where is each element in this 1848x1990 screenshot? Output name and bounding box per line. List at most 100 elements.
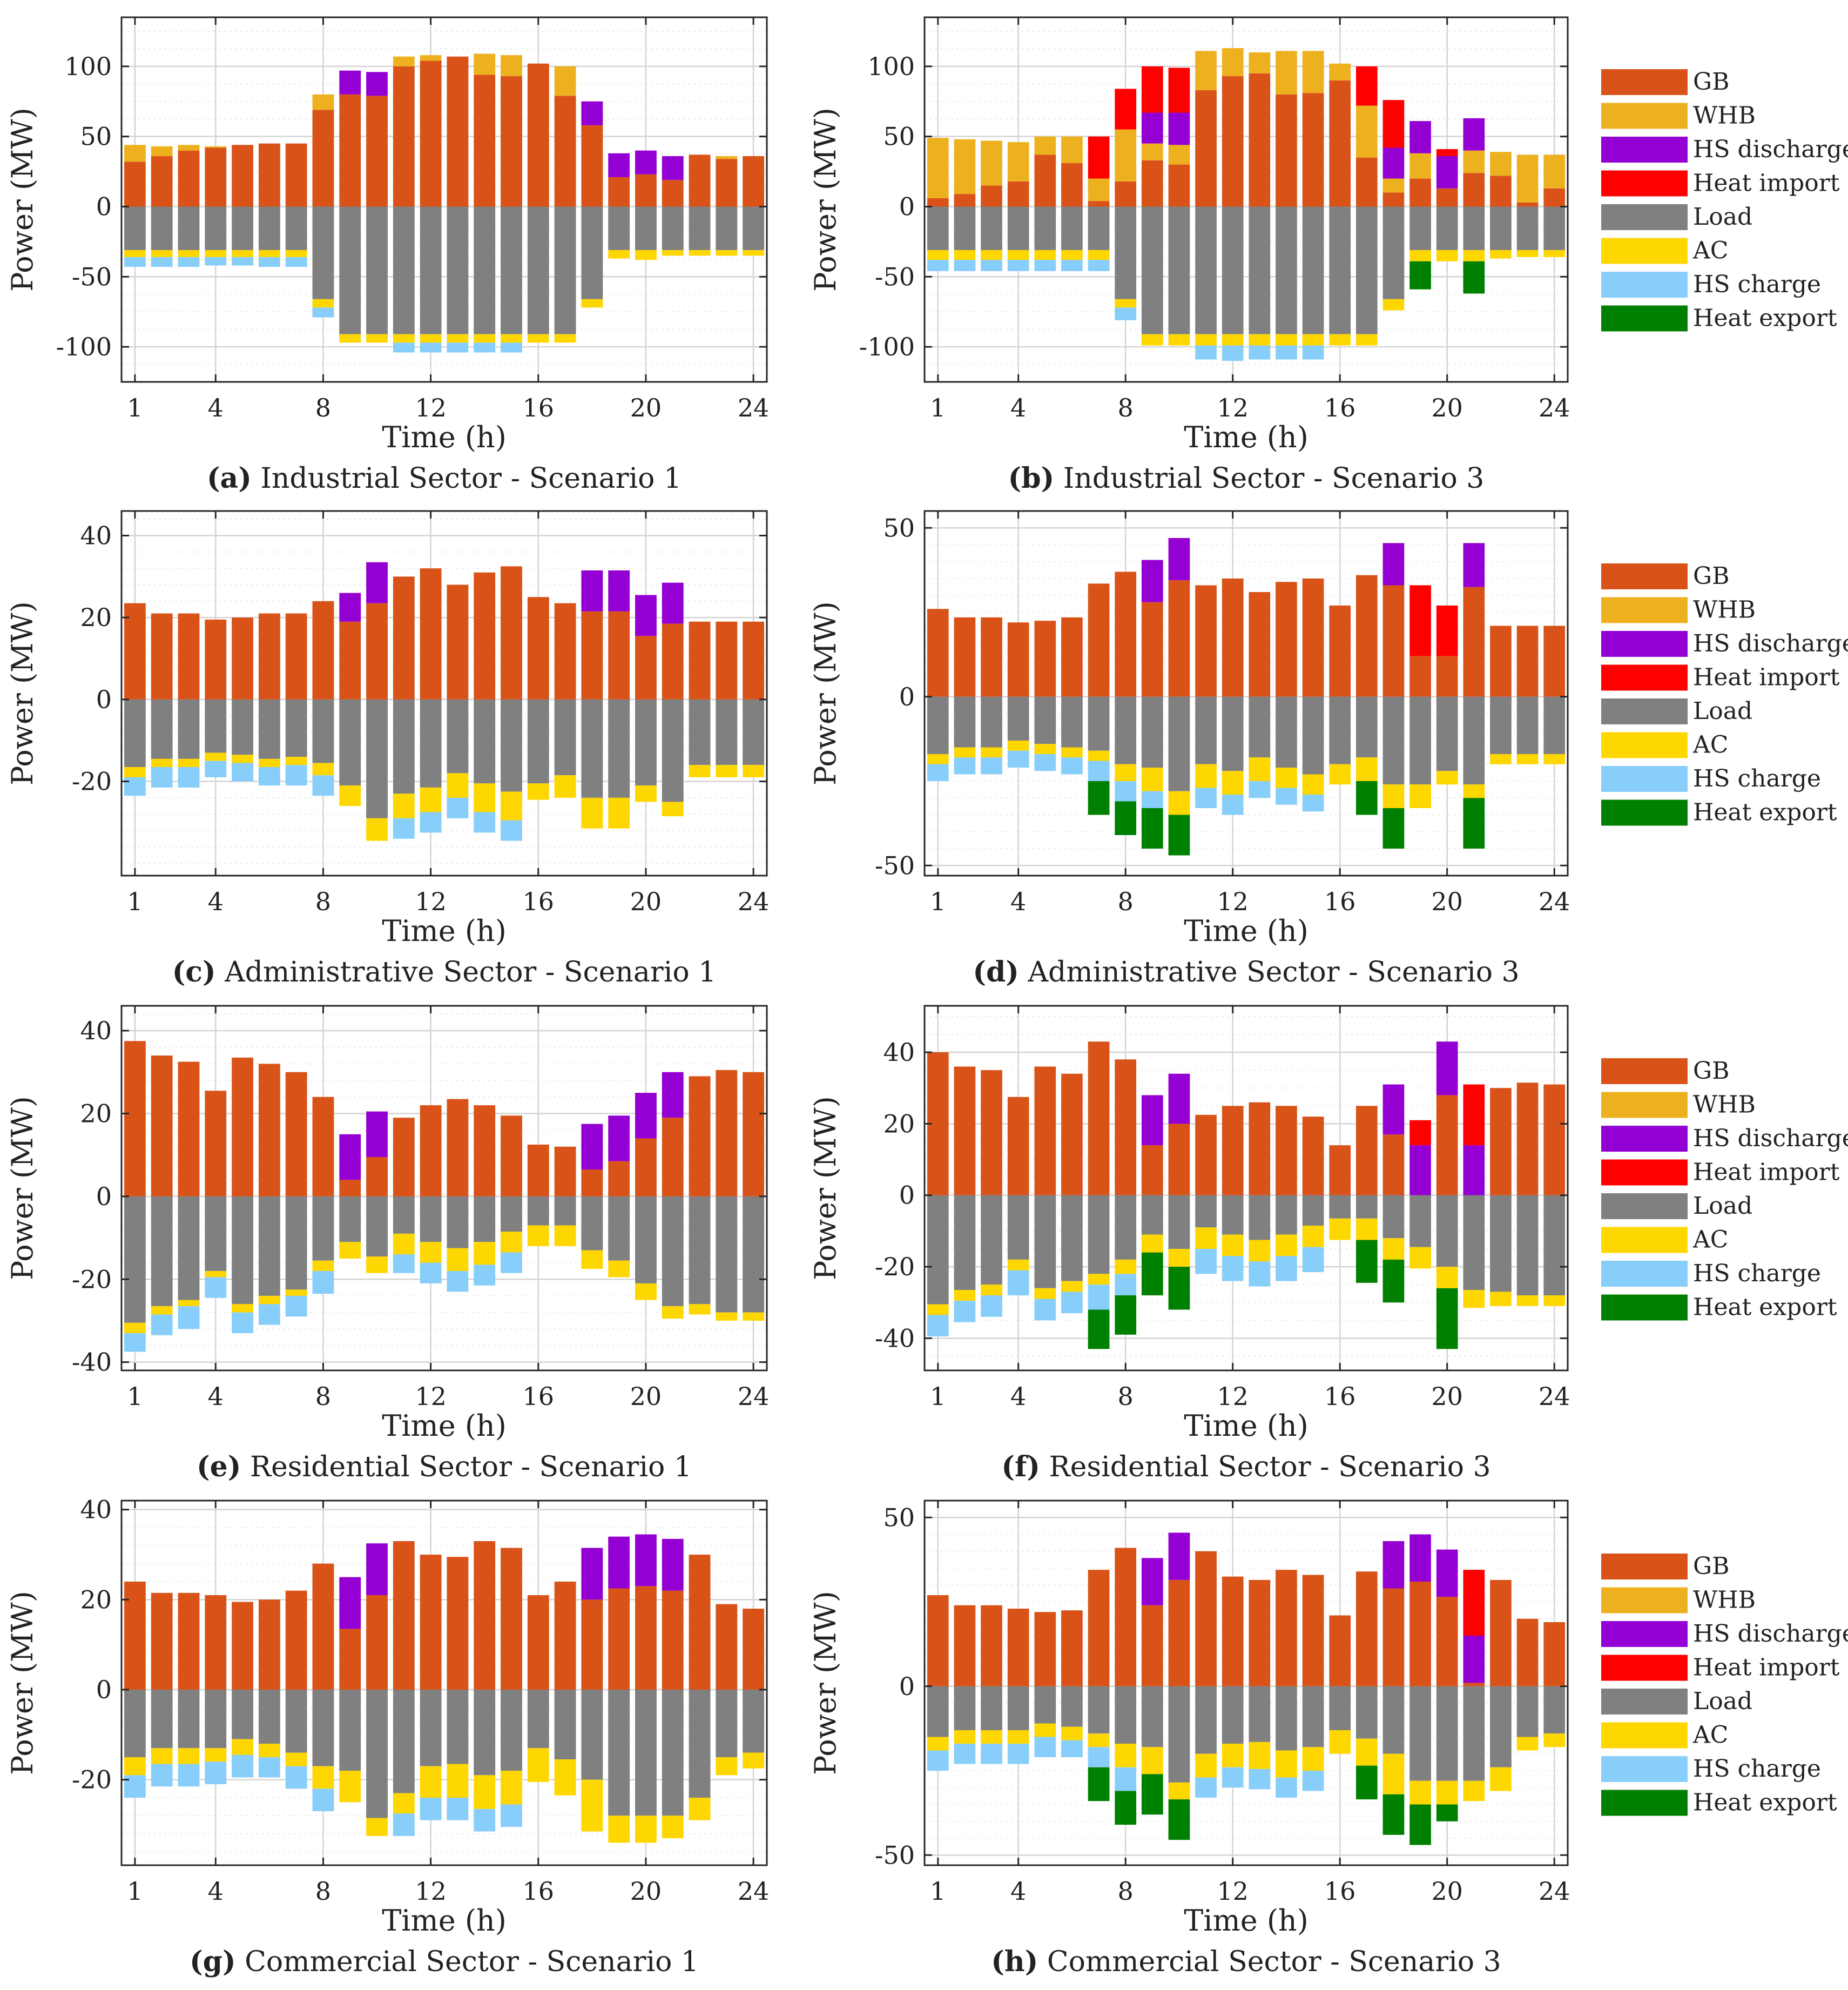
legend-swatch-GB xyxy=(1601,69,1688,95)
bar-Load-h16 xyxy=(1329,1195,1351,1219)
bar-Load-h22 xyxy=(1490,696,1512,754)
bar-Load-h11 xyxy=(393,699,415,794)
bar-HSd-h9 xyxy=(339,593,361,622)
bar-AC-h18 xyxy=(1382,784,1405,808)
bar-Load-h10 xyxy=(1168,1686,1190,1783)
x-tick-label: 8 xyxy=(1118,1877,1134,1906)
bar-GB-h9 xyxy=(339,1180,361,1196)
bar-AC-h20 xyxy=(1436,1267,1458,1288)
bar-HSc-h13 xyxy=(1249,1769,1271,1790)
y-tick-label: 50 xyxy=(883,122,915,151)
chart-caption: (g) Commercial Sector - Scenario 1 xyxy=(190,1945,699,1978)
bar-HSc-h15 xyxy=(501,1252,522,1273)
caption-text: Administrative Sector - Scenario 1 xyxy=(216,956,717,989)
legend-label-Hexp: Heat export xyxy=(1693,1789,1837,1817)
bar-GB-h8 xyxy=(312,601,334,700)
bar-Load-h20 xyxy=(1436,1195,1458,1267)
y-tick-label: 0 xyxy=(96,192,112,221)
bar-AC-h15 xyxy=(1302,334,1324,346)
y-tick-label: -20 xyxy=(72,767,112,796)
bar-GB-h6 xyxy=(1061,617,1083,697)
bar-GB-h22 xyxy=(689,1076,711,1196)
bar-WHB-h3 xyxy=(178,145,200,151)
bar-AC-h19 xyxy=(1409,1247,1431,1269)
bar-GB-h1 xyxy=(927,198,949,207)
legend-swatch-WHB xyxy=(1601,103,1688,129)
bar-GB-h13 xyxy=(1249,73,1271,207)
bar-GB-h17 xyxy=(1355,1571,1378,1686)
bar-AC-h16 xyxy=(1329,334,1351,346)
bar-HSd-h19 xyxy=(608,1536,630,1589)
bar-HSc-h4 xyxy=(1007,260,1029,271)
bar-GB-h14 xyxy=(1276,1570,1297,1686)
bar-WHB-h10 xyxy=(1168,145,1190,165)
legend-label-WHB: WHB xyxy=(1693,1586,1756,1614)
bar-AC-h19 xyxy=(1409,1780,1431,1805)
bar-GB-h20 xyxy=(635,1138,657,1196)
bar-GB-h11 xyxy=(393,66,415,207)
bar-GB-h15 xyxy=(1302,1575,1324,1686)
bar-HSc-h13 xyxy=(1249,781,1271,798)
bar-HSd-h18 xyxy=(1382,1084,1405,1135)
bar-Hexp-h17 xyxy=(1355,781,1378,815)
bar-Load-h20 xyxy=(635,1196,657,1283)
bar-GB-h1 xyxy=(927,609,949,697)
bar-Load-h7 xyxy=(285,1690,307,1753)
bar-WHB-h3 xyxy=(981,140,1002,186)
bar-Load-h6 xyxy=(258,699,280,759)
x-tick-label: 24 xyxy=(1539,1877,1570,1906)
bar-Load-h16 xyxy=(527,206,549,334)
bar-AC-h20 xyxy=(1436,250,1458,261)
bar-HSc-h3 xyxy=(178,1764,200,1787)
legend-swatch-GB xyxy=(1601,1058,1688,1084)
bar-Hexp-h8 xyxy=(1115,1791,1137,1825)
bar-AC-h11 xyxy=(1195,1753,1217,1778)
bar-AC-h12 xyxy=(420,1766,442,1798)
bar-GB-h23 xyxy=(716,159,738,207)
bar-GB-h11 xyxy=(1195,585,1217,697)
caption-text: Residential Sector - Scenario 1 xyxy=(241,1451,692,1483)
x-tick-label: 24 xyxy=(1539,393,1570,422)
bar-WHB-h12 xyxy=(1222,48,1244,77)
y-tick-label: 0 xyxy=(899,682,915,711)
legend-label-Himp: Heat import xyxy=(1693,664,1840,691)
bar-Hexp-h9 xyxy=(1141,808,1163,849)
bar-GB-h20 xyxy=(635,636,657,700)
bar-AC-h3 xyxy=(178,1300,200,1307)
bar-Load-h18 xyxy=(1382,1195,1405,1239)
bar-GB-h12 xyxy=(420,568,442,700)
bar-Load-h3 xyxy=(178,1196,200,1300)
chart-c: -20 0 20 40 1 4 8 12 16 20 24 Time (h) Power (MW) (c)… xyxy=(5,510,769,989)
bar-GB-h4 xyxy=(205,1595,227,1690)
bar-AC-h23 xyxy=(1516,1737,1539,1751)
bar-GB-h2 xyxy=(954,194,976,207)
legend-swatch-AC xyxy=(1601,1722,1688,1749)
bar-HSc-h2 xyxy=(151,1314,173,1335)
bar-HSd-h19 xyxy=(1409,1145,1431,1195)
bar-AC-h4 xyxy=(205,1748,227,1762)
bar-AC-h1 xyxy=(927,754,949,764)
bar-Load-h23 xyxy=(1516,1195,1539,1296)
bar-GB-h13 xyxy=(447,584,469,700)
bar-GB-h16 xyxy=(527,1144,549,1196)
bar-GB-h7 xyxy=(285,613,307,700)
bar-AC-h22 xyxy=(689,1798,711,1820)
bar-GB-h22 xyxy=(1490,1088,1512,1195)
bar-GB-h22 xyxy=(689,1555,711,1690)
bar-GB-h15 xyxy=(1302,1117,1324,1195)
x-tick-label: 4 xyxy=(208,887,224,916)
bar-AC-h10 xyxy=(366,818,388,841)
bar-AC-h11 xyxy=(1195,764,1217,788)
x-tick-label: 1 xyxy=(127,887,143,916)
bar-GB-h12 xyxy=(1222,1106,1244,1195)
legend-label-WHB: WHB xyxy=(1693,596,1756,624)
bar-Hexp-h18 xyxy=(1382,1794,1405,1835)
bar-AC-h10 xyxy=(1168,791,1190,815)
bar-AC-h13 xyxy=(1249,1742,1271,1769)
caption-label: (c) xyxy=(172,956,216,989)
x-tick-label: 20 xyxy=(630,1382,662,1411)
bar-Load-h13 xyxy=(447,206,469,334)
plot-frame xyxy=(120,510,768,877)
y-tick-label: -50 xyxy=(72,262,112,291)
bar-HSc-h2 xyxy=(151,1764,173,1787)
